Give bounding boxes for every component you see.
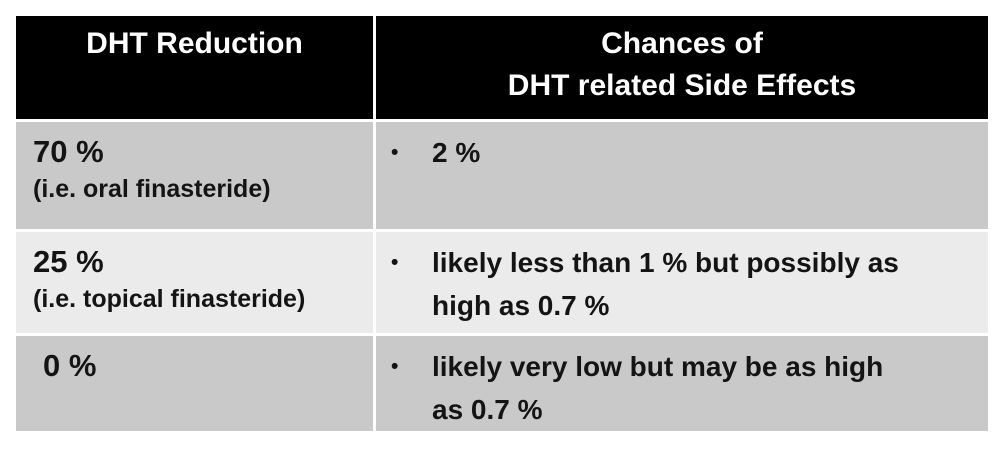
chance-text: 2 % (432, 137, 481, 168)
reduction-note: (i.e. topical finasteride) (33, 285, 306, 314)
chance-cell: • 2 % (376, 122, 988, 229)
table-row-25-percent: 25 % (i.e. topical finasteride) • likely… (16, 232, 988, 333)
reduction-cell: 70 % (i.e. oral finasteride) (16, 122, 373, 229)
reduction-note: (i.e. oral finasteride) (33, 175, 271, 204)
table-row-70-percent: 70 % (i.e. oral finasteride) • 2 % (16, 122, 988, 229)
reduction-value: 25 % (33, 244, 104, 279)
reduction-cell: 0 % (16, 336, 373, 432)
table-header-row: DHT Reduction Chances of DHT related Sid… (16, 16, 988, 119)
reduction-cell: 25 % (i.e. topical finasteride) (16, 232, 373, 333)
header-dht-reduction: DHT Reduction (16, 16, 373, 119)
chance-cell: • likely less than 1 % but possibly as h… (376, 232, 988, 333)
chance-text: likely very low but may be as high as 0.… (432, 351, 884, 425)
chance-cell: • likely very low but may be as high as … (376, 336, 988, 432)
bullet-line: • likely very low but may be as high as … (389, 346, 980, 431)
bullet-line: • likely less than 1 % but possibly as h… (389, 242, 980, 327)
bullet-icon: • (391, 251, 399, 274)
reduction-value: 0 % (43, 348, 97, 383)
chance-text: likely less than 1 % but possibly as hig… (432, 247, 899, 321)
dht-comparison-table: DHT Reduction Chances of DHT related Sid… (13, 13, 991, 435)
bullet-icon: • (391, 141, 399, 164)
header-chances-side-effects: Chances of DHT related Side Effects (376, 16, 988, 119)
page: DHT Reduction Chances of DHT related Sid… (13, 13, 991, 435)
bullet-icon: • (391, 355, 399, 378)
reduction-value: 70 % (33, 134, 104, 169)
table-row-0-percent: 0 % • likely very low but may be as high… (16, 336, 988, 432)
bullet-line: • 2 % (389, 132, 980, 175)
